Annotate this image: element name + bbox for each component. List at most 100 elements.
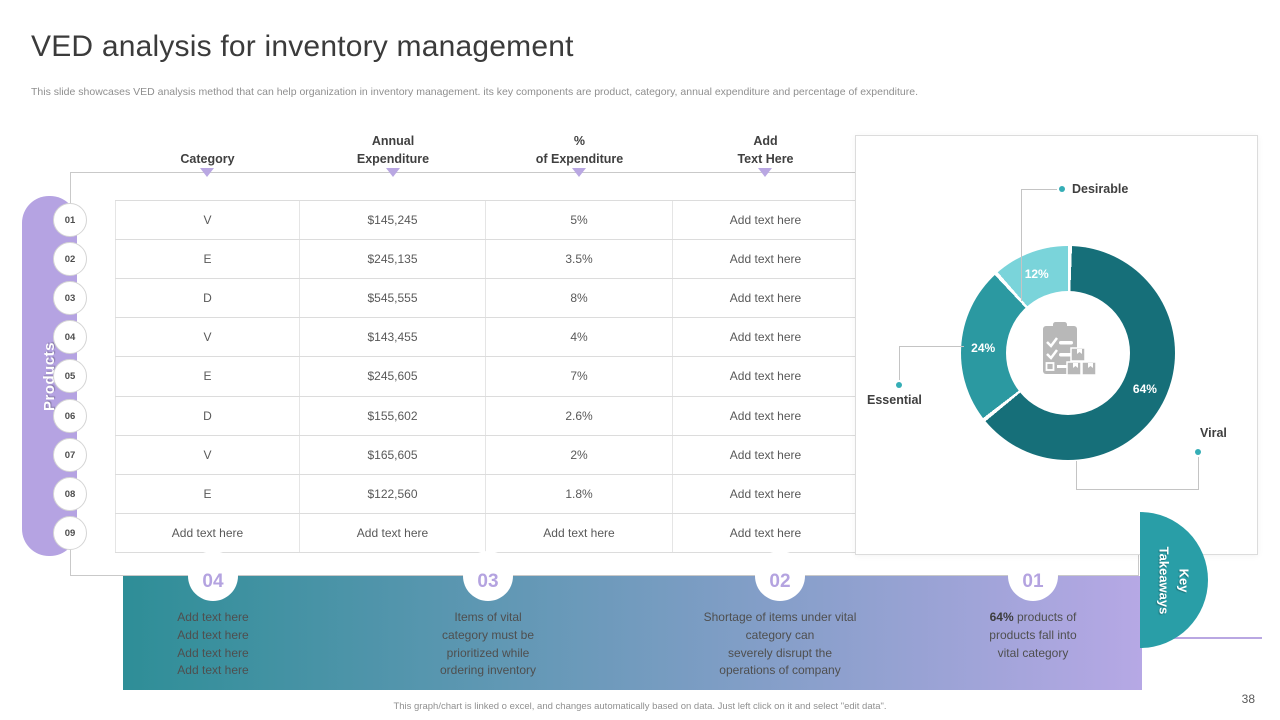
page-number: 38 xyxy=(1241,692,1255,706)
callout-connector xyxy=(1021,189,1057,190)
cell-add-text[interactable]: Add text here xyxy=(729,213,802,228)
table-row: E $245,605 7% Add text here xyxy=(115,357,858,397)
cell-annual-expenditure: $145,245 xyxy=(300,201,486,240)
takeaway-notch xyxy=(463,551,513,601)
row-number-badge: 08 xyxy=(53,477,87,511)
cell-pct-expenditure: 2% xyxy=(486,435,673,474)
cell-pct-expenditure: 3.5% xyxy=(486,240,673,279)
slice-label-essential: Essential xyxy=(867,393,922,407)
callout-dot-icon xyxy=(1195,449,1201,455)
table-row: E $245,135 3.5% Add text here xyxy=(115,240,858,280)
cell-add-text[interactable]: Add text here xyxy=(729,252,802,267)
cell-category: D xyxy=(115,279,300,318)
column-header-annual-expenditure: Annual Expenditure xyxy=(356,134,430,166)
column-pointer-arrow-icon xyxy=(386,168,400,177)
cell-add-text[interactable]: Add text here xyxy=(729,486,802,501)
donut-hole xyxy=(1006,291,1130,415)
row-number-badge: 03 xyxy=(53,281,87,315)
cell-add-text[interactable]: Add text here xyxy=(729,525,802,540)
column-pointer-arrow-icon xyxy=(572,168,586,177)
column-header-add-text[interactable]: Add Text Here xyxy=(737,134,794,166)
cell-category[interactable]: Add text here xyxy=(115,513,300,552)
table-row: V $143,455 4% Add text here xyxy=(115,318,858,358)
row-number-badge: 05 xyxy=(53,359,87,393)
slice-percent-label: 64% xyxy=(1132,382,1157,397)
takeaway-item: 01 64% products of products fall into vi… xyxy=(913,551,1153,690)
takeaway-number: 01 xyxy=(1022,571,1044,592)
callout-connector xyxy=(899,346,900,380)
row-number-badge: 01 xyxy=(53,203,87,237)
cell-annual-expenditure: $545,555 xyxy=(300,279,486,318)
callout-connector xyxy=(1021,189,1022,301)
takeaway-text: 64% products of products fall into vital… xyxy=(989,610,1077,660)
cell-annual-expenditure: $245,135 xyxy=(300,240,486,279)
cell-annual-expenditure[interactable]: Add text here xyxy=(300,513,486,552)
page-subtitle: This slide showcases VED analysis method… xyxy=(31,86,918,98)
takeaway-number: 02 xyxy=(769,571,791,592)
cell-pct-expenditure[interactable]: Add text here xyxy=(486,513,673,552)
callout-connector xyxy=(1076,489,1199,490)
takeaway-notch xyxy=(1008,551,1058,601)
column-pointer-arrow-icon xyxy=(758,168,772,177)
cell-add-text[interactable]: Add text here xyxy=(729,408,802,423)
cell-category: E xyxy=(115,240,300,279)
takeaways-accent-line xyxy=(1150,637,1262,639)
callout-dot-icon xyxy=(896,382,902,388)
ved-table: V $145,245 5% Add text here E $245,135 3… xyxy=(115,200,858,553)
takeaway-text: Items of vital category must be prioriti… xyxy=(439,610,537,678)
chart-card: 64% 24% 12% Desirable xyxy=(855,135,1258,555)
slice-label-desirable: Desirable xyxy=(1072,182,1129,196)
row-number-badge: 04 xyxy=(53,320,87,354)
row-number-badge: 06 xyxy=(53,399,87,433)
cell-category: D xyxy=(115,396,300,435)
row-number-badge: 07 xyxy=(53,438,87,472)
inventory-clipboard-icon xyxy=(1043,322,1097,376)
callout-dot-icon xyxy=(1059,186,1065,192)
cell-category: V xyxy=(115,201,300,240)
cell-pct-expenditure: 8% xyxy=(486,279,673,318)
cell-add-text[interactable]: Add text here xyxy=(729,369,802,384)
row-number-badge: 09 xyxy=(53,516,87,550)
cell-category: V xyxy=(115,435,300,474)
table-row: D $155,602 2.6% Add text here xyxy=(115,396,858,436)
table-row: E $122,560 1.8% Add text here xyxy=(115,474,858,514)
cell-pct-expenditure: 2.6% xyxy=(486,396,673,435)
cell-add-text[interactable]: Add text here xyxy=(729,330,802,345)
column-pointer-arrow-icon xyxy=(200,168,214,177)
row-number-badge: 02 xyxy=(53,242,87,276)
slice-percent-label: 12% xyxy=(1024,266,1049,281)
cell-pct-expenditure: 5% xyxy=(486,201,673,240)
table-row: Add text here Add text here Add text her… xyxy=(115,513,858,553)
cell-annual-expenditure: $245,605 xyxy=(300,357,486,396)
column-header-category: Category xyxy=(180,151,235,166)
cell-category: V xyxy=(115,318,300,357)
cell-category: E xyxy=(115,474,300,513)
table-row: V $165,605 2% Add text here xyxy=(115,435,858,475)
cell-add-text[interactable]: Add text here xyxy=(729,447,802,462)
takeaway-item: 03 Items of vital category must be prior… xyxy=(368,551,608,690)
slice-label-viral: Viral xyxy=(1200,426,1227,440)
takeaway-number: 03 xyxy=(477,571,499,592)
cell-pct-expenditure: 4% xyxy=(486,318,673,357)
takeaway-notch xyxy=(755,551,805,601)
cell-annual-expenditure: $155,602 xyxy=(300,396,486,435)
callout-connector xyxy=(899,346,964,347)
column-header-pct-expenditure: % of Expenditure xyxy=(535,134,624,166)
page-title: VED analysis for inventory management xyxy=(31,30,574,63)
cell-annual-expenditure: $143,455 xyxy=(300,318,486,357)
table-row: V $145,245 5% Add text here xyxy=(115,201,858,241)
donut-label-layer: 64% 24% 12% xyxy=(961,246,1175,460)
cell-annual-expenditure: $165,605 xyxy=(300,435,486,474)
takeaway-text[interactable]: Add text here Add text here Add text her… xyxy=(177,610,249,678)
takeaway-text: Shortage of items under vital category c… xyxy=(703,610,857,678)
table-header-row: Category Annual Expenditure % of Expendi… xyxy=(115,116,858,168)
takeaway-item: 04 Add text here Add text here Add text … xyxy=(93,551,333,690)
cell-pct-expenditure: 1.8% xyxy=(486,474,673,513)
takeaways-band: 04 Add text here Add text here Add text … xyxy=(123,551,1142,690)
takeaway-number: 04 xyxy=(202,571,224,592)
takeaway-notch xyxy=(188,551,238,601)
callout-connector xyxy=(1198,457,1199,489)
callout-connector xyxy=(1076,461,1077,489)
cell-pct-expenditure: 7% xyxy=(486,357,673,396)
cell-add-text[interactable]: Add text here xyxy=(729,291,802,306)
